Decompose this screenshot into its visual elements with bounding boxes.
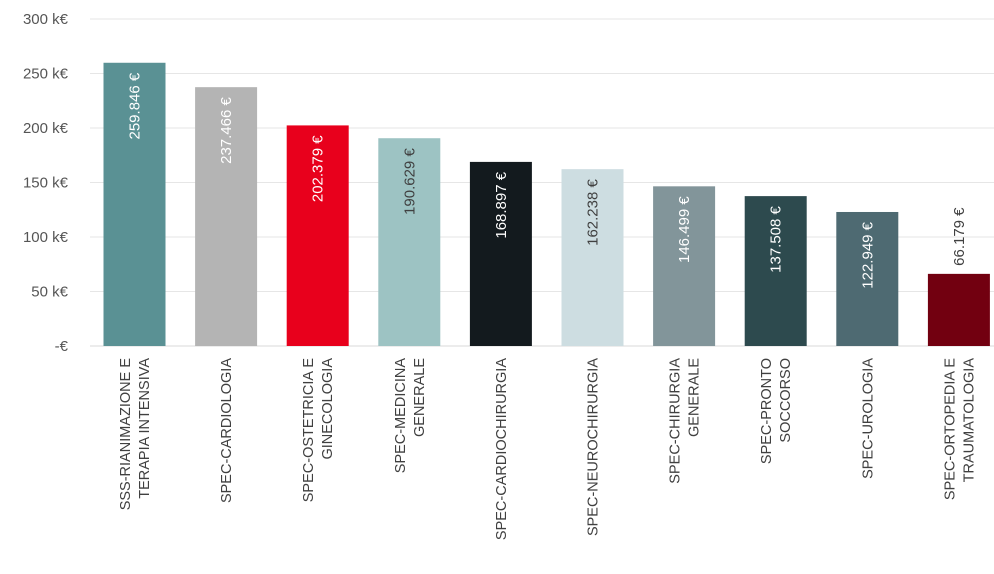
x-tick-label: SPEC-UROLOGIA — [860, 358, 876, 479]
y-tick-label: 300 k€ — [23, 11, 69, 28]
x-tick-label: SPEC-OSTETRICIA E — [301, 358, 317, 503]
data-labels: 259.846 € 237.466 € 202.379 € 190.629 € 168.… — [127, 72, 968, 289]
bars — [103, 62, 990, 347]
x-tick-label: GENERALE — [412, 358, 428, 437]
y-tick-label: 100 k€ — [23, 229, 69, 246]
data-label: 168.897 € — [493, 171, 510, 238]
y-axis-tick-labels: -€ 50 k€ 100 k€ 150 k€ 200 k€ 250 k€ 300 k€ — [23, 11, 69, 355]
x-tick-label: SPEC-CHIRURGIA — [668, 358, 684, 484]
y-tick-label: 200 k€ — [23, 120, 69, 137]
data-label: 66.179 € — [951, 207, 968, 266]
data-label: 237.466 € — [218, 97, 235, 164]
bar — [653, 186, 716, 346]
bar — [744, 196, 807, 346]
bar — [103, 62, 166, 347]
data-label: 122.949 € — [859, 221, 876, 288]
data-label: 146.499 € — [676, 196, 693, 263]
y-tick-label: 50 k€ — [31, 284, 68, 301]
bar — [378, 138, 441, 346]
x-tick-label: SPEC-NEUROCHIRURGIA — [586, 358, 602, 536]
x-axis-tick-labels: SSS-RIANIMAZIONE E TERAPIA INTENSIVA SPEC-… — [118, 358, 977, 540]
y-tick-label: 150 k€ — [23, 175, 69, 192]
x-tick-label: SPEC-PRONTO — [759, 358, 775, 464]
x-tick-label: SSS-RIANIMAZIONE E — [118, 358, 134, 511]
x-tick-label: SOCCORSO — [778, 358, 794, 443]
bar — [561, 169, 624, 346]
bar — [195, 87, 258, 347]
bar — [469, 161, 532, 346]
y-tick-label: 250 k€ — [23, 66, 69, 83]
x-tick-label: SPEC-CARDIOCHIRURGIA — [494, 358, 510, 540]
x-tick-label: TERAPIA INTENSIVA — [137, 358, 153, 499]
bar — [927, 273, 990, 346]
x-tick-label: TRAUMATOLOGIA — [961, 358, 977, 483]
x-tick-label: GENERALE — [687, 358, 703, 437]
data-label: 202.379 € — [310, 135, 327, 202]
data-label: 162.238 € — [585, 179, 602, 246]
data-label: 137.508 € — [768, 205, 785, 272]
bar — [286, 125, 349, 346]
x-tick-label: SPEC-MEDICINA — [393, 358, 409, 474]
y-tick-label: -€ — [55, 338, 69, 355]
data-label: 259.846 € — [127, 72, 144, 139]
x-tick-label: GINECOLOGIA — [320, 358, 336, 460]
data-label: 190.629 € — [401, 148, 418, 215]
x-tick-label: SPEC-CARDIOLOGIA — [219, 358, 235, 503]
x-tick-label: SPEC-ORTOPEDIA E — [942, 358, 958, 500]
bar — [836, 211, 899, 346]
